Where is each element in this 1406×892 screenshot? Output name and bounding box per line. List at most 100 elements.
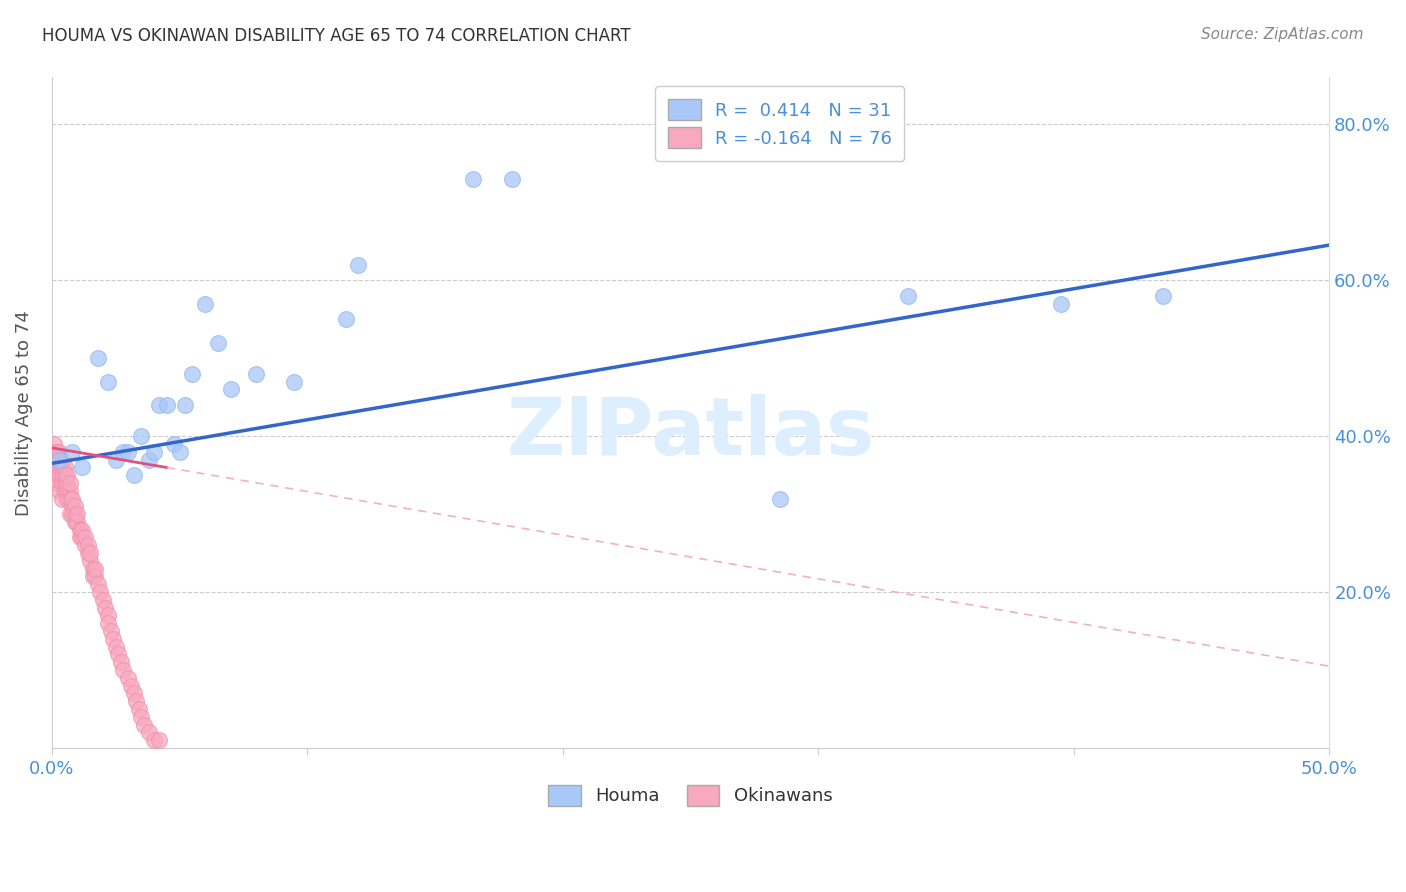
Point bbox=[63, 507, 86, 521]
Point bbox=[48, 444, 70, 458]
Point bbox=[48, 468, 70, 483]
Point bbox=[45, 452, 67, 467]
Point bbox=[51, 475, 73, 490]
Point bbox=[283, 375, 305, 389]
Point bbox=[44, 444, 66, 458]
Point bbox=[122, 686, 145, 700]
Point bbox=[53, 475, 76, 490]
Point bbox=[72, 531, 94, 545]
Point bbox=[148, 398, 170, 412]
Point bbox=[101, 632, 124, 646]
Point bbox=[45, 468, 67, 483]
Point bbox=[48, 460, 70, 475]
Point bbox=[63, 515, 86, 529]
Point bbox=[44, 437, 66, 451]
Point bbox=[156, 398, 179, 412]
Text: Source: ZipAtlas.com: Source: ZipAtlas.com bbox=[1201, 27, 1364, 42]
Point bbox=[769, 491, 792, 506]
Point bbox=[76, 538, 98, 552]
Point bbox=[45, 460, 67, 475]
Point bbox=[51, 452, 73, 467]
Point bbox=[69, 531, 91, 545]
Point bbox=[142, 733, 165, 747]
Point bbox=[48, 452, 70, 467]
Y-axis label: Disability Age 65 to 74: Disability Age 65 to 74 bbox=[15, 310, 32, 516]
Point bbox=[73, 531, 96, 545]
Point bbox=[60, 491, 83, 506]
Point bbox=[207, 335, 229, 350]
Point bbox=[79, 554, 101, 568]
Point bbox=[60, 444, 83, 458]
Point bbox=[335, 312, 357, 326]
Point bbox=[82, 569, 104, 583]
Point bbox=[138, 725, 160, 739]
Point bbox=[112, 444, 135, 458]
Point bbox=[53, 460, 76, 475]
Point bbox=[129, 710, 152, 724]
Point bbox=[501, 171, 523, 186]
Point bbox=[1050, 296, 1073, 310]
Point bbox=[56, 483, 79, 498]
Point bbox=[56, 475, 79, 490]
Point bbox=[60, 500, 83, 514]
Point bbox=[97, 375, 120, 389]
Point bbox=[129, 429, 152, 443]
Point bbox=[245, 367, 267, 381]
Point bbox=[132, 717, 155, 731]
Point bbox=[125, 694, 148, 708]
Point bbox=[173, 398, 195, 412]
Point bbox=[91, 593, 114, 607]
Point bbox=[51, 460, 73, 475]
Point bbox=[72, 523, 94, 537]
Point bbox=[73, 538, 96, 552]
Point bbox=[128, 702, 150, 716]
Point bbox=[45, 444, 67, 458]
Point bbox=[107, 648, 129, 662]
Point bbox=[104, 452, 127, 467]
Point bbox=[138, 452, 160, 467]
Point bbox=[104, 640, 127, 654]
Point bbox=[60, 507, 83, 521]
Point bbox=[148, 733, 170, 747]
Point bbox=[97, 616, 120, 631]
Point bbox=[44, 452, 66, 467]
Point bbox=[82, 562, 104, 576]
Point bbox=[463, 171, 485, 186]
Point bbox=[44, 468, 66, 483]
Point bbox=[53, 483, 76, 498]
Point bbox=[51, 491, 73, 506]
Point bbox=[117, 444, 139, 458]
Legend: Houma, Okinawans: Houma, Okinawans bbox=[541, 778, 839, 813]
Point bbox=[56, 491, 79, 506]
Point bbox=[51, 468, 73, 483]
Point bbox=[79, 546, 101, 560]
Point bbox=[56, 468, 79, 483]
Point bbox=[69, 523, 91, 537]
Point bbox=[84, 562, 107, 576]
Point bbox=[100, 624, 122, 638]
Point bbox=[84, 569, 107, 583]
Point bbox=[97, 608, 120, 623]
Point bbox=[72, 460, 94, 475]
Point bbox=[63, 500, 86, 514]
Point bbox=[89, 585, 111, 599]
Point bbox=[59, 483, 82, 498]
Point bbox=[1152, 289, 1174, 303]
Point bbox=[44, 460, 66, 475]
Point bbox=[194, 296, 217, 310]
Point bbox=[48, 483, 70, 498]
Text: ZIPatlas: ZIPatlas bbox=[506, 394, 875, 472]
Point bbox=[45, 475, 67, 490]
Point bbox=[117, 671, 139, 685]
Point bbox=[122, 468, 145, 483]
Point bbox=[59, 507, 82, 521]
Point bbox=[163, 437, 186, 451]
Point bbox=[897, 289, 920, 303]
Point bbox=[76, 546, 98, 560]
Point bbox=[120, 679, 142, 693]
Point bbox=[347, 258, 370, 272]
Point bbox=[87, 577, 110, 591]
Point bbox=[53, 468, 76, 483]
Point bbox=[59, 491, 82, 506]
Point bbox=[59, 475, 82, 490]
